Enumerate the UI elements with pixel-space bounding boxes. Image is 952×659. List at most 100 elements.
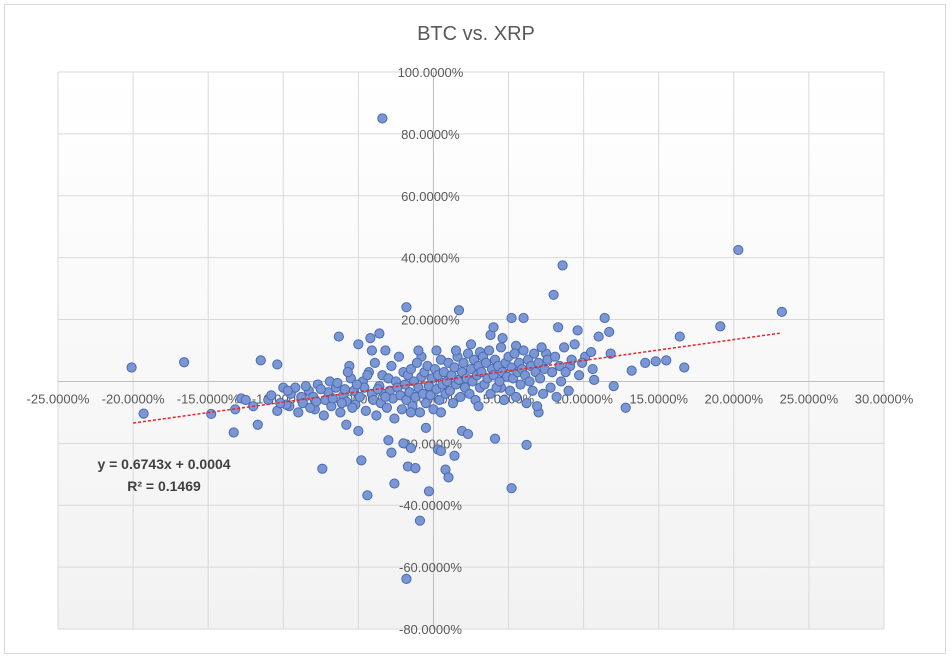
data-point [546,367,558,378]
data-point [504,385,516,396]
data-point [563,385,574,396]
data-point [420,398,432,409]
data-point [620,402,631,413]
data-point [679,362,690,373]
data-point [230,404,241,415]
data-point [374,328,385,339]
data-point [347,402,358,413]
data-point [389,478,400,489]
data-point [206,408,217,420]
data-point [362,370,373,381]
data-point [455,391,466,403]
data-point [356,455,367,466]
data-point [443,472,454,483]
data-point [333,331,344,342]
data-point [560,367,571,378]
data-point [551,391,562,403]
data-point [252,419,263,430]
data-point [365,333,376,344]
data-point [550,351,561,362]
data-point [599,312,610,324]
scatter-chart: -25.0000%-20.0000%-15.0000%-10.0000%-5.0… [27,23,914,637]
data-point [524,376,535,387]
grid-lines [57,71,885,630]
x-tick-label: -25.0000% [27,391,90,406]
data-point [626,365,637,376]
data-point [476,367,487,378]
data-point [401,302,412,313]
data-point [380,391,391,403]
data-point [506,312,517,324]
data-point [495,342,507,353]
data-point [450,345,462,356]
data-point [332,377,343,389]
data-point [572,325,583,336]
data-point [353,339,364,350]
data-point [537,388,549,399]
chart-container: -25.0000%-20.0000%-15.0000%-10.0000%-5.0… [4,4,946,654]
y-tick-label: 60.0000% [401,189,460,204]
data-point [342,367,353,378]
data-point [518,345,529,356]
y-tick-label: 40.0000% [401,251,460,266]
data-point [506,483,517,494]
data-point [389,413,400,424]
data-point [377,113,388,124]
data-point [521,398,532,409]
data-point [473,401,484,412]
data-point [494,376,505,387]
data-point [589,374,600,385]
x-tick-label: 25.0000% [780,391,839,406]
y-tick-label: 80.0000% [401,127,460,142]
data-point [413,345,424,356]
data-point [383,435,394,446]
data-point [533,357,544,368]
data-point [593,331,604,342]
data-point [126,362,137,373]
data-point [420,422,432,433]
x-tick-label: -15.0000% [177,391,240,406]
chart-title: BTC vs. XRP [417,23,535,45]
data-point [462,348,474,359]
data-point [398,438,409,449]
data-point [661,355,672,366]
data-point [386,447,397,458]
data-point [527,385,538,396]
data-point [351,379,362,390]
data-points [126,113,787,584]
data-point [434,394,445,406]
data-point [405,407,417,418]
trendline [132,332,782,424]
data-point [531,401,543,412]
data-point [557,260,568,271]
data-point [605,348,616,359]
data-point [396,404,408,415]
data-point [449,362,460,373]
data-point [534,373,546,384]
y-tick-label: 20.0000% [401,313,460,328]
y-tick-label: -80.0000% [399,622,462,637]
data-point [300,380,311,392]
data-point [353,425,364,437]
data-point [336,398,347,409]
data-point [371,410,382,421]
data-point [650,356,661,367]
data-point [405,363,417,375]
data-point [447,398,459,409]
data-point [275,398,286,409]
r-squared-label: R² = 0.1469 [127,478,201,494]
data-point [483,345,495,356]
x-tick-label: 20.0000% [705,391,764,406]
data-point [335,407,346,418]
data-point [411,357,423,368]
data-point [608,380,619,392]
data-point [318,410,329,421]
data-point [305,402,316,413]
data-point [354,391,365,403]
data-point [587,363,598,375]
x-tick-label: -20.0000% [102,391,165,406]
data-point [138,408,149,419]
data-point [393,351,405,362]
data-point [489,433,501,444]
data-point [341,419,352,430]
